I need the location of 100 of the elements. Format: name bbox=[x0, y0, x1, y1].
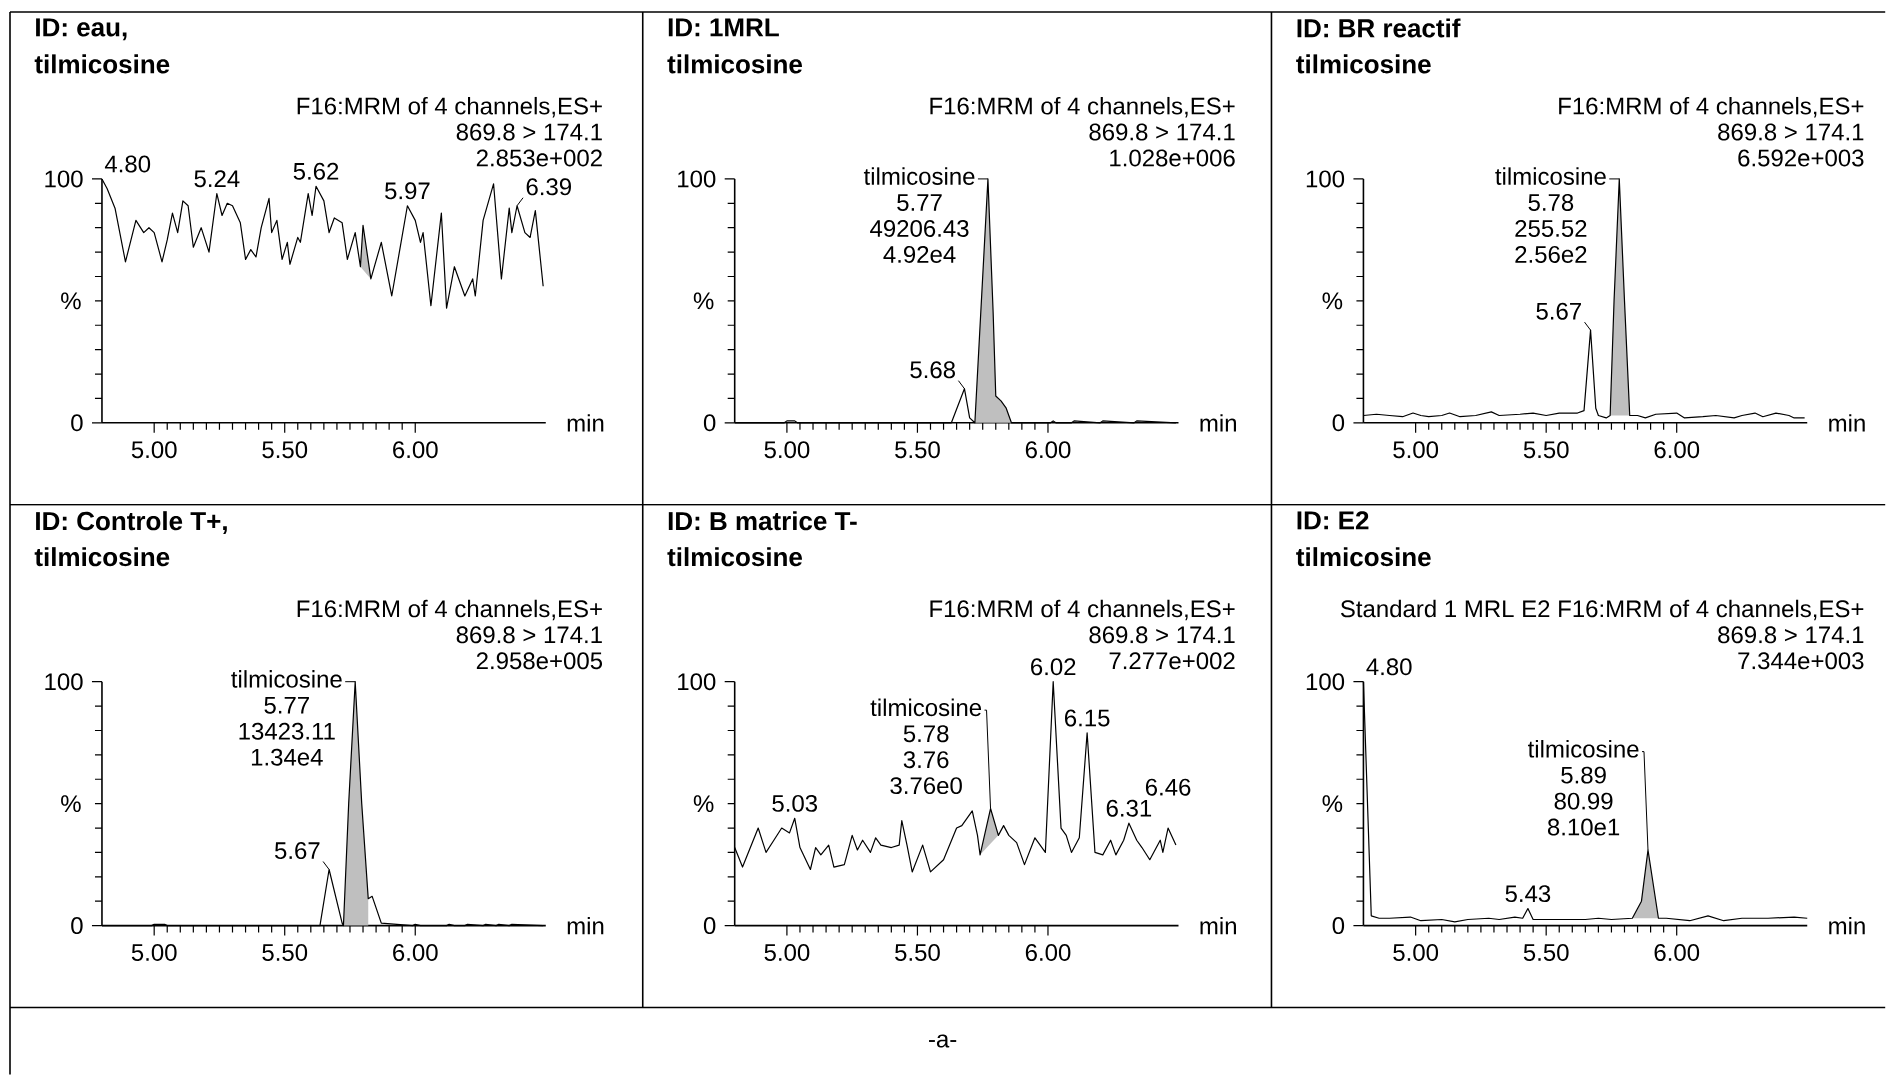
y-tick-label: 100 bbox=[678, 673, 716, 691]
text: 2.958e+005 bbox=[476, 652, 603, 670]
y-axis-title: % bbox=[1322, 292, 1343, 310]
annotation: 13423.11 bbox=[239, 722, 335, 740]
chart-title: ID: B matrice T- bbox=[668, 511, 857, 531]
annotation: 5.78 bbox=[1528, 193, 1574, 211]
annotation: 5.24 bbox=[194, 170, 240, 187]
annotation: 5.68 bbox=[910, 361, 955, 379]
annotation: 5.89 bbox=[1561, 766, 1606, 784]
x-tick-label: 5.50 bbox=[262, 441, 308, 459]
text: 869.8 > 174.1 bbox=[1089, 123, 1235, 141]
chart-subtitle: tilmicosine bbox=[1296, 54, 1431, 74]
annotation: 6.15 bbox=[1065, 709, 1110, 727]
annotation: 5.77 bbox=[897, 194, 942, 211]
chart-title: ID: Controle T+, bbox=[36, 511, 227, 534]
annotation: 3.76e0 bbox=[890, 777, 962, 794]
text: 1.028e+006 bbox=[1110, 149, 1235, 167]
annotation: 5.67 bbox=[1536, 302, 1581, 320]
x-axis-title: min bbox=[567, 413, 604, 432]
annotation: tilmicosine bbox=[870, 698, 982, 716]
text: F16:MRM of 4 channels,ES+ bbox=[930, 96, 1235, 118]
text: F16:MRM of 4 channels,ES+ bbox=[1559, 96, 1864, 118]
y-tick-label: 0 bbox=[71, 414, 83, 432]
chart-subtitle: tilmicosine bbox=[34, 54, 170, 74]
text: 869.8 > 174.1 bbox=[1089, 626, 1235, 644]
x-tick-label: 5.00 bbox=[764, 441, 810, 459]
x-tick-label: 5.00 bbox=[131, 441, 177, 459]
chart-title: ID: eau, bbox=[36, 18, 127, 41]
chart-title: ID: E2 bbox=[1297, 511, 1369, 530]
y-tick-label: 0 bbox=[703, 916, 716, 934]
x-tick-label: 6.00 bbox=[393, 943, 438, 961]
x-tick-label: 5.00 bbox=[1393, 441, 1439, 459]
annotation: tilmicosine bbox=[231, 669, 342, 688]
chart-title: ID: BR reactif bbox=[1297, 18, 1461, 38]
x-tick-label: 6.00 bbox=[393, 441, 438, 459]
y-tick-label: 100 bbox=[1306, 170, 1345, 188]
y-axis-title: % bbox=[1322, 795, 1343, 812]
y-axis-title: % bbox=[61, 795, 81, 812]
chart-subtitle: tilmicosine bbox=[667, 54, 802, 74]
x-tick-label: 5.00 bbox=[1393, 943, 1439, 961]
x-tick-label: 5.50 bbox=[895, 441, 940, 459]
annotation: 5.77 bbox=[264, 696, 309, 714]
annotation: tilmicosine bbox=[1495, 167, 1606, 185]
annotation: 6.02 bbox=[1031, 658, 1076, 676]
y-tick-label: 100 bbox=[45, 673, 83, 691]
chart-subtitle: tilmicosine bbox=[1296, 546, 1431, 567]
annotation: 5.43 bbox=[1505, 884, 1551, 902]
annotation: 49206.43 bbox=[870, 219, 969, 237]
x-tick-label: 5.50 bbox=[895, 943, 940, 961]
annotation: 4.80 bbox=[1366, 658, 1412, 676]
annotation: 80.99 bbox=[1554, 792, 1613, 810]
x-tick-label: 6.00 bbox=[1654, 441, 1700, 459]
text: Standard 1 MRL E2 F16:MRM of 4 channels,ES+ bbox=[1340, 599, 1864, 621]
annotation: tilmicosine bbox=[863, 167, 975, 185]
x-axis-title: min bbox=[567, 916, 604, 935]
text: 6.592e+003 bbox=[1738, 149, 1864, 167]
y-tick-label: 0 bbox=[71, 916, 83, 934]
chart-title: ID: 1MRL bbox=[668, 18, 779, 37]
annotation: 5.78 bbox=[903, 725, 949, 742]
x-tick-label: 5.50 bbox=[1523, 441, 1569, 459]
y-tick-label: 100 bbox=[1306, 673, 1345, 691]
y-tick-label: 100 bbox=[45, 170, 83, 188]
text: 2.853e+002 bbox=[476, 149, 602, 167]
annotation: 8.10e1 bbox=[1547, 818, 1620, 836]
x-tick-label: 6.00 bbox=[1025, 943, 1071, 961]
annotation: 5.67 bbox=[274, 841, 320, 859]
text: 869.8 > 174.1 bbox=[1718, 123, 1864, 141]
x-axis-title: min bbox=[1829, 413, 1865, 432]
annotation: 6.31 bbox=[1106, 799, 1152, 817]
y-axis-title: % bbox=[693, 292, 714, 310]
text: 869.8 > 174.1 bbox=[456, 626, 602, 644]
annotation: 6.46 bbox=[1145, 778, 1191, 796]
y-axis-title: % bbox=[61, 292, 81, 310]
annotation: 5.97 bbox=[385, 182, 430, 200]
annotation: 5.03 bbox=[772, 794, 818, 812]
x-tick-label: 5.00 bbox=[131, 943, 177, 961]
text: 7.344e+003 bbox=[1738, 652, 1864, 670]
annotation: tilmicosine bbox=[1527, 739, 1639, 758]
y-tick-label: 0 bbox=[1332, 414, 1345, 432]
text: 7.277e+002 bbox=[1109, 652, 1235, 670]
x-axis-title: min bbox=[1200, 413, 1236, 432]
text: F16:MRM of 4 channels,ES+ bbox=[297, 599, 602, 621]
text: -a- bbox=[929, 1034, 957, 1048]
x-tick-label: 6.00 bbox=[1025, 441, 1071, 459]
annotation: 4.92e4 bbox=[883, 245, 956, 263]
annotation: 6.39 bbox=[526, 178, 571, 196]
x-axis-title: min bbox=[1200, 916, 1236, 935]
x-tick-label: 5.50 bbox=[262, 943, 308, 961]
text: 869.8 > 174.1 bbox=[456, 123, 602, 141]
x-tick-label: 5.50 bbox=[1523, 943, 1569, 961]
annotation: 5.62 bbox=[293, 162, 339, 180]
x-tick-label: 6.00 bbox=[1654, 943, 1700, 961]
y-tick-label: 0 bbox=[703, 414, 716, 432]
annotation: 2.56e2 bbox=[1515, 245, 1587, 263]
y-axis-title: % bbox=[693, 795, 714, 812]
annotation: 4.80 bbox=[104, 155, 151, 173]
text: F16:MRM of 4 channels,ES+ bbox=[930, 599, 1235, 621]
x-axis-title: min bbox=[1829, 916, 1865, 935]
chart-subtitle: tilmicosine bbox=[667, 546, 802, 567]
y-tick-label: 0 bbox=[1332, 916, 1345, 934]
